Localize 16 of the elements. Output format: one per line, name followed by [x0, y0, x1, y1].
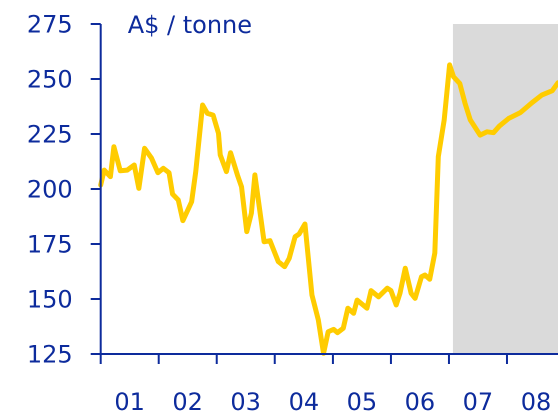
- y-tick-label: 150: [26, 286, 73, 314]
- y-tick-label: 200: [26, 176, 73, 204]
- y-tick-label: 225: [26, 120, 73, 149]
- y-tick-label: 175: [26, 230, 73, 259]
- x-tick-label: 08: [520, 388, 552, 415]
- y-tick-label: 125: [26, 340, 73, 369]
- x-tick-label: 01: [114, 388, 145, 415]
- x-tick-label: 03: [230, 388, 261, 415]
- y-tick-label: 275: [26, 10, 73, 39]
- x-tick-label: 04: [288, 388, 320, 415]
- x-tick-label: 02: [172, 388, 203, 415]
- y-tick-label: 250: [26, 66, 73, 94]
- x-tick-label: 05: [346, 388, 378, 415]
- x-tick-label: 06: [404, 388, 436, 415]
- y-axis-title: A$ / tonne: [128, 11, 252, 39]
- x-tick-label: 07: [462, 388, 494, 415]
